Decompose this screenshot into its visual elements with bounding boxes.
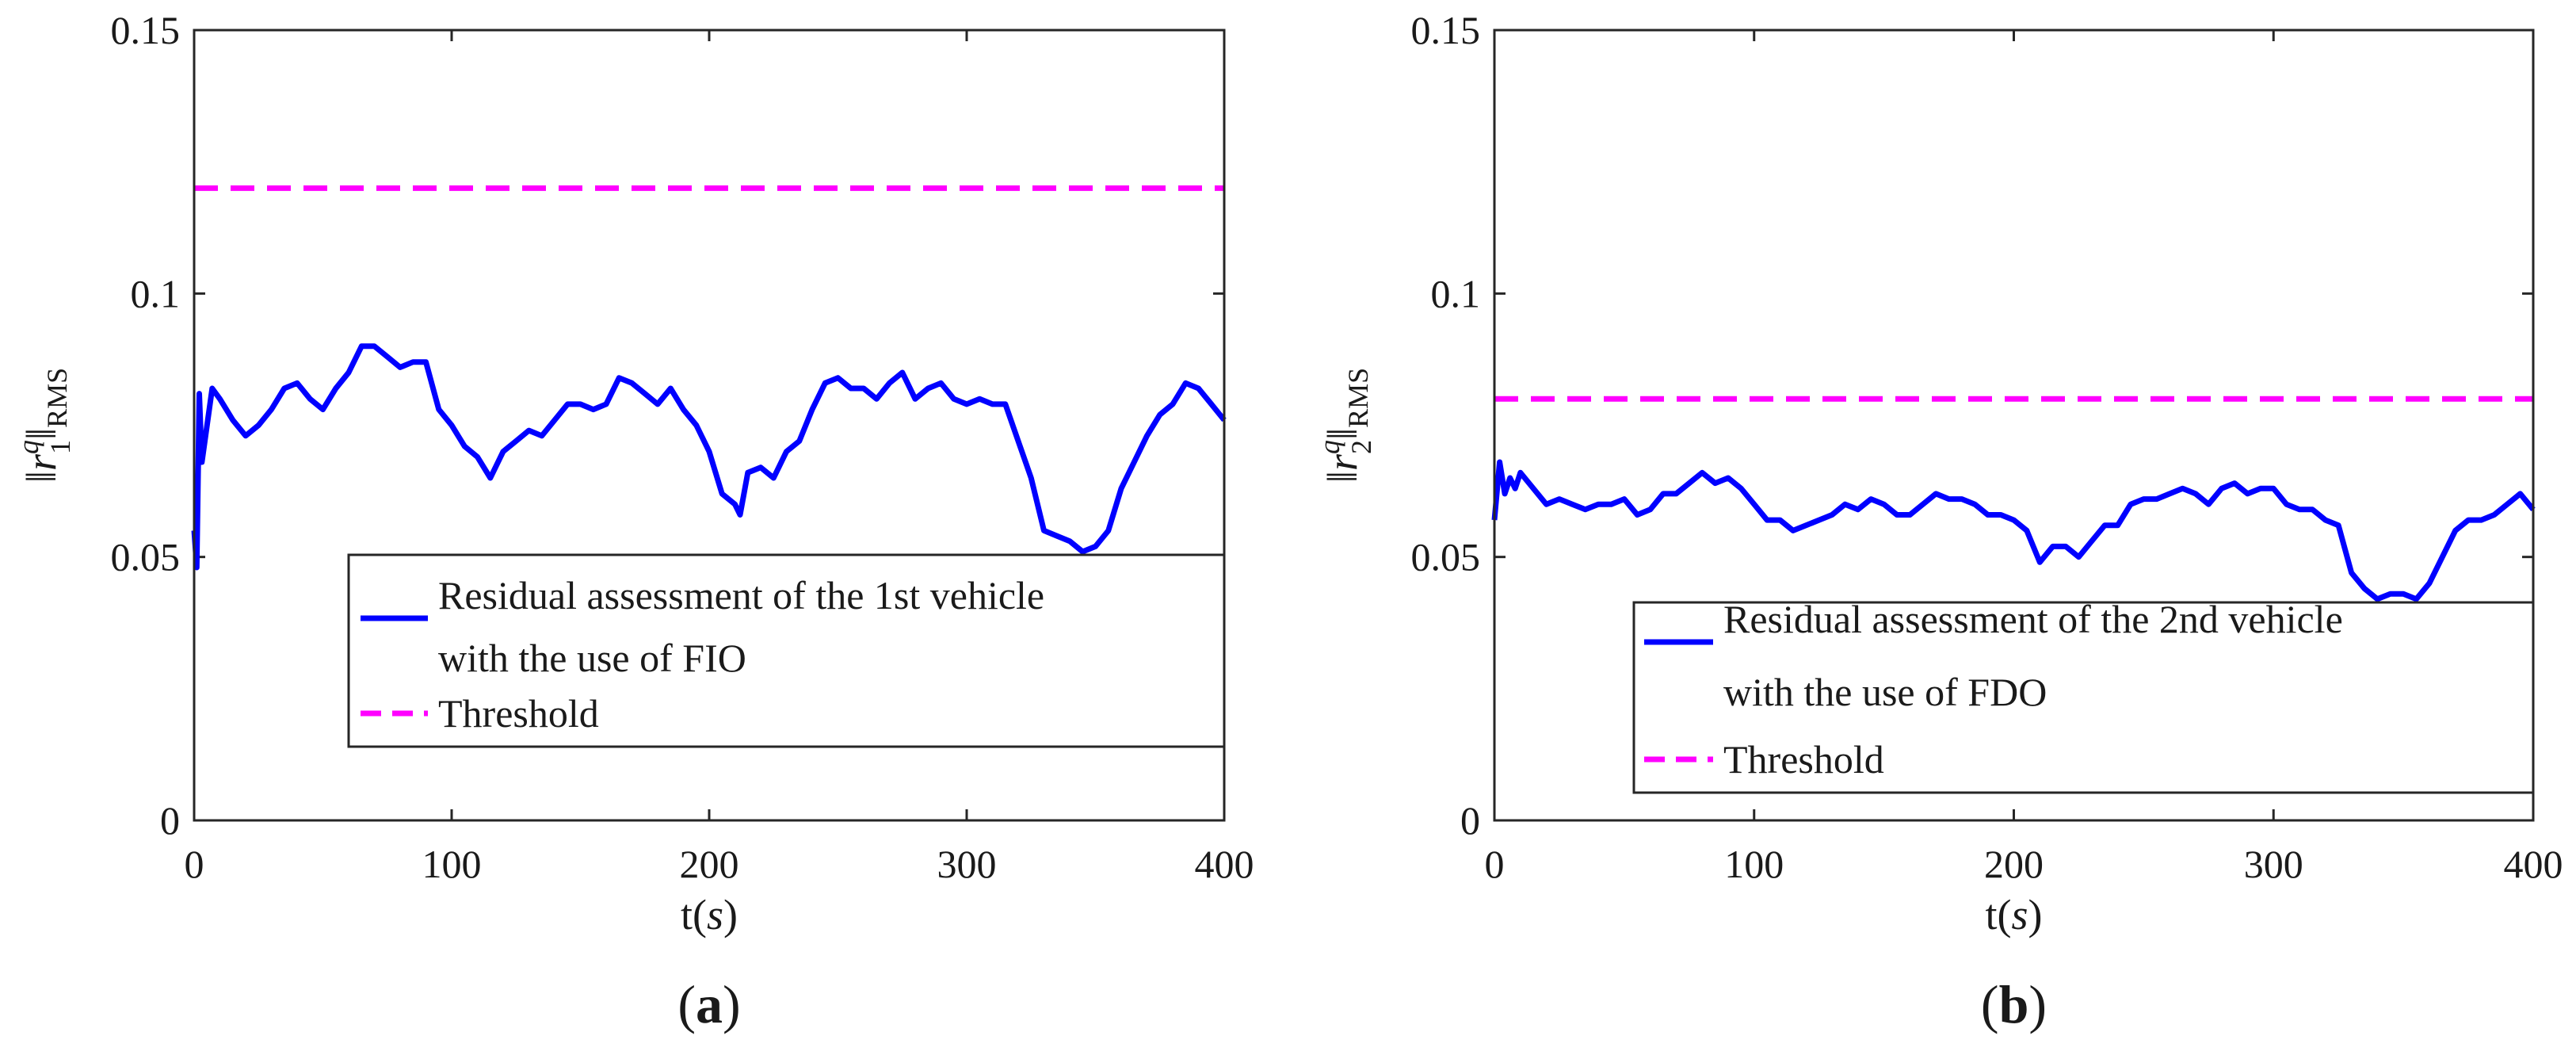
legend-label-threshold: Threshold (438, 691, 599, 736)
y-tick-label: 0 (160, 798, 180, 843)
legend-label-residual-line1: Residual assessment of the 1st vehicle (438, 573, 1044, 617)
y-tick-label: 0.1 (131, 271, 181, 315)
legend-box (347, 553, 1226, 748)
x-tick-label: 0 (185, 842, 204, 886)
legend-label-residual-line1: Residual assessment of the 2nd vehicle (1723, 597, 2343, 641)
x-tick-label: 300 (937, 842, 997, 886)
y-axis-title: ‖rq1‖RMS (13, 368, 76, 483)
legend-label-residual-line2: with the use of FDO (1723, 670, 2047, 714)
y-tick-label: 0.15 (111, 8, 181, 52)
axes-box (1493, 29, 2535, 822)
y-tick-label: 0.15 (1411, 8, 1481, 52)
x-tick-label: 400 (2504, 842, 2563, 886)
x-tick-label: 400 (1195, 842, 1254, 886)
y-axis-title: ‖rq2‖RMS (1314, 368, 1377, 483)
legend-label-residual-line2: with the use of FIO (438, 636, 746, 680)
x-tick-label: 0 (1485, 842, 1505, 886)
x-tick-label: 200 (1984, 842, 2044, 886)
panel-label: (b) (1981, 974, 2047, 1034)
legend-label-threshold: Threshold (1723, 737, 1884, 782)
chart-panel-a: 0 100 200 300 400 0 0.05 0.1 0.15 Residual assess… (13, 8, 1254, 1034)
y-tick-label: 0.1 (1431, 271, 1481, 315)
x-axis-title: t(s) (1986, 891, 2043, 938)
panel-label: (a) (677, 974, 740, 1034)
residual-series-line (191, 343, 1227, 571)
x-axis-title: t(s) (681, 891, 738, 938)
x-tick-label: 100 (422, 842, 482, 886)
chart-panel-b: 0 100 200 300 400 0 0.05 0.1 0.15 Residual assess… (1314, 8, 2563, 1034)
y-tick-label: 0.05 (111, 535, 181, 579)
x-tick-label: 100 (1724, 842, 1784, 886)
legend-box (1632, 601, 2535, 794)
x-tick-label: 200 (680, 842, 739, 886)
axes-box (193, 29, 1226, 822)
x-tick-label: 300 (2244, 842, 2303, 886)
residual-series-line (1491, 459, 2536, 602)
y-tick-label: 0 (1460, 798, 1480, 843)
y-tick-label: 0.05 (1411, 535, 1481, 579)
